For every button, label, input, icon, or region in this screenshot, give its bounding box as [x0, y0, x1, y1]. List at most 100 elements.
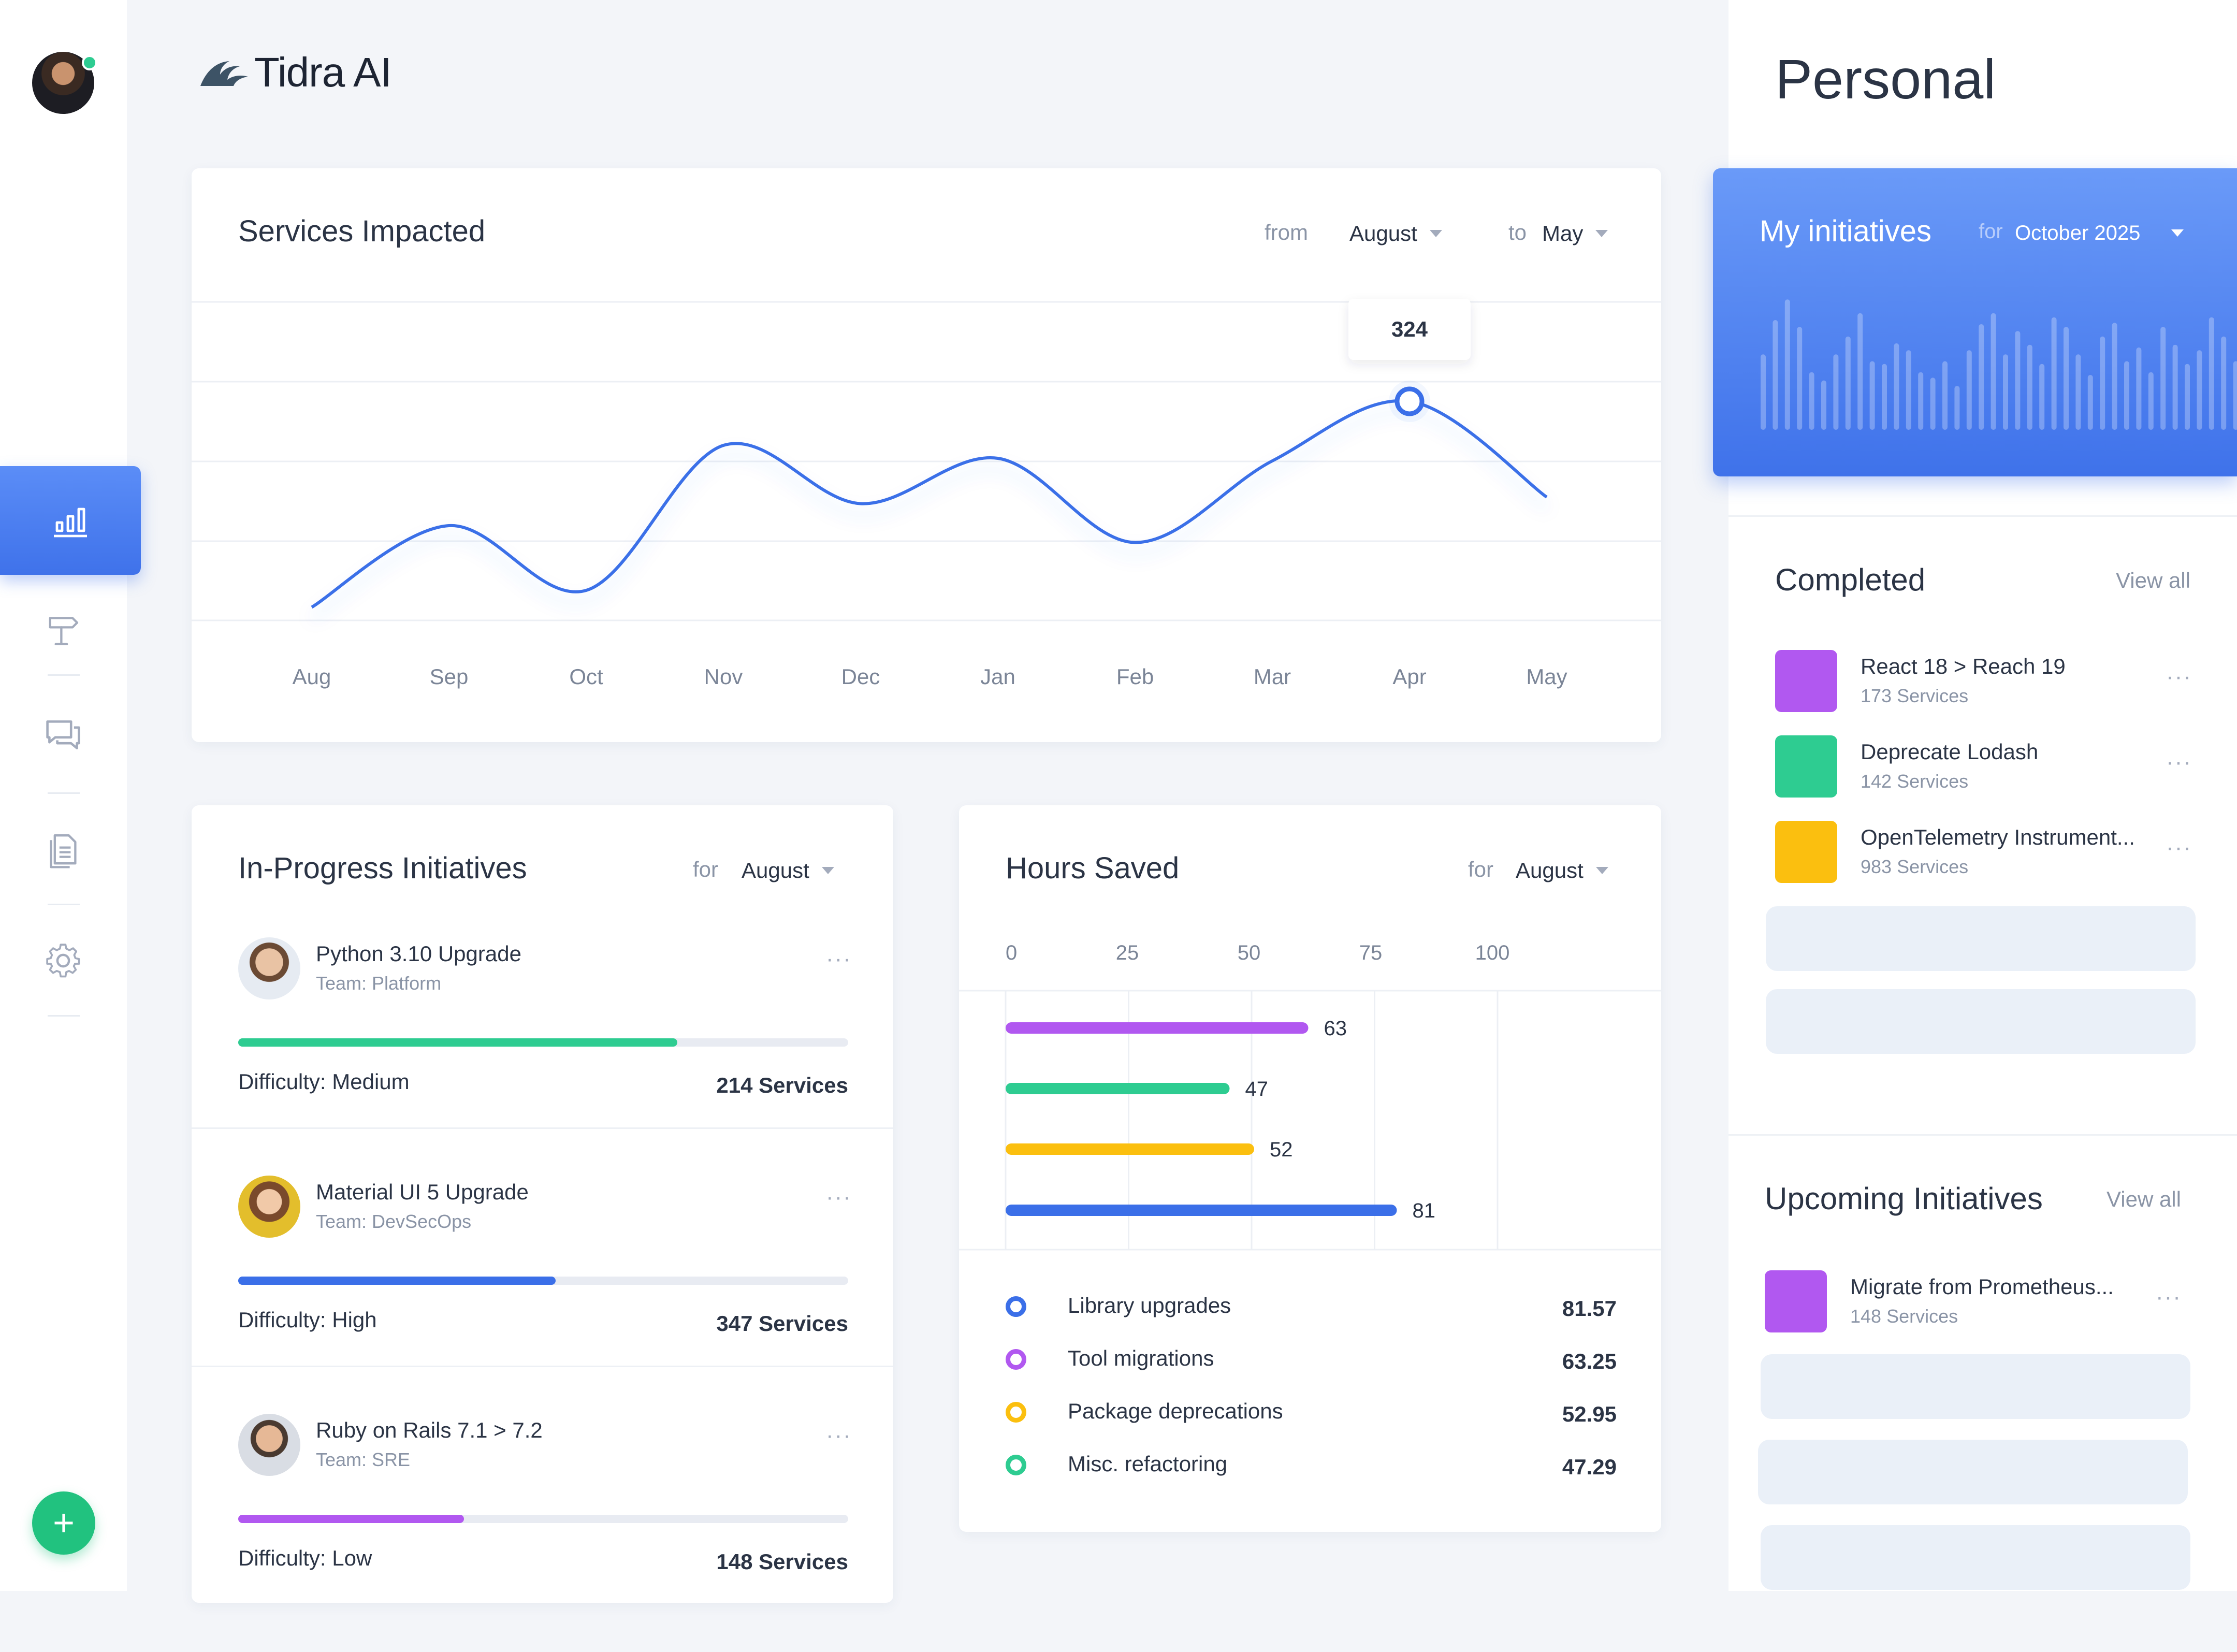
initiative-services-count: 347 Services	[716, 1311, 848, 1336]
legend-value: 63.25	[1562, 1349, 1617, 1373]
bar-value-label: 47	[1245, 1078, 1269, 1100]
bar-value-label: 63	[1324, 1017, 1347, 1040]
spark-bar	[2221, 336, 2227, 430]
hours-bar[interactable]	[1006, 1143, 1254, 1155]
initiative-services-count: 148 Services	[716, 1549, 848, 1574]
more-options-icon[interactable]: ···	[2166, 835, 2192, 860]
month-tick-label: Oct	[569, 664, 603, 689]
my-initiatives-card[interactable]: My initiatives for October 2025	[1713, 168, 2237, 476]
initiative-name: Migrate from Prometheus...	[1850, 1274, 2114, 1299]
services-impacted-card: Services Impacted from August to May 324…	[192, 168, 1661, 742]
plus-icon: +	[52, 1502, 75, 1544]
progress-fill	[238, 1277, 556, 1285]
initiative-name: Material UI 5 Upgrade	[316, 1180, 529, 1204]
spark-bar	[1906, 350, 1911, 430]
spark-bar	[2209, 317, 2214, 430]
spark-bar	[2087, 375, 2093, 430]
spark-bar	[2100, 336, 2105, 430]
bar-value-label: 52	[1270, 1138, 1293, 1161]
progress-fill	[238, 1038, 678, 1047]
initiative-difficulty: Difficulty: High	[238, 1308, 377, 1332]
hours-month-select[interactable]: August	[1516, 855, 1608, 886]
add-button[interactable]: +	[32, 1491, 95, 1555]
to-label: to	[1508, 220, 1527, 244]
completed-title: Completed	[1775, 562, 1926, 597]
spark-bar	[2233, 361, 2237, 430]
completed-item[interactable]: React 18 > Reach 19 173 Services ···	[1775, 650, 2237, 717]
initiative-item[interactable]: Ruby on Rails 7.1 > 7.2 Team: SRE ··· Di…	[192, 1414, 893, 1652]
spark-bar	[2185, 364, 2190, 430]
upcoming-view-all-link[interactable]: View all	[2107, 1187, 2181, 1211]
spark-bar	[1821, 380, 1826, 430]
spark-bar	[1857, 313, 1863, 430]
in-progress-month-select[interactable]: August	[742, 855, 834, 886]
more-options-icon[interactable]: ···	[826, 1423, 852, 1448]
hours-saved-title: Hours Saved	[1006, 851, 1180, 885]
spark-bar	[1966, 350, 1972, 430]
from-month-select[interactable]: August	[1349, 218, 1442, 249]
logo-text: Tidra AI	[254, 49, 392, 95]
more-options-icon[interactable]: ···	[2166, 749, 2192, 775]
completed-item[interactable]: Deprecate Lodash 142 Services ···	[1775, 735, 2237, 803]
spark-bar	[1979, 324, 1984, 430]
more-options-icon[interactable]: ···	[826, 946, 852, 972]
spark-bar	[1882, 364, 1887, 430]
legend-row: Package deprecations 52.95	[1006, 1398, 1617, 1434]
progress-track	[238, 1038, 848, 1047]
spark-bar	[2075, 354, 2081, 430]
initiative-item[interactable]: Python 3.10 Upgrade Team: Platform ··· D…	[192, 937, 893, 1176]
progress-track	[238, 1277, 848, 1285]
spark-bar	[1930, 378, 1936, 430]
initiative-team: Team: Platform	[316, 973, 442, 994]
completed-item[interactable]: OpenTelemetry Instrument... 983 Services…	[1775, 821, 2237, 888]
to-month-value: May	[1542, 221, 1584, 245]
hours-bar[interactable]	[1006, 1083, 1230, 1094]
nav-item-documents[interactable]	[42, 830, 84, 871]
spark-bar	[2112, 323, 2117, 430]
sidebar	[0, 0, 127, 1591]
legend-ring-icon	[1006, 1296, 1026, 1317]
more-options-icon[interactable]: ···	[826, 1184, 852, 1210]
nav-item-signpost[interactable]	[42, 608, 84, 650]
initiative-difficulty: Difficulty: Medium	[238, 1069, 410, 1094]
completed-view-all-link[interactable]: View all	[2116, 568, 2190, 592]
panel-divider	[1728, 1134, 2237, 1136]
legend-value: 47.29	[1562, 1455, 1617, 1479]
legend-label: Misc. refactoring	[1068, 1452, 1228, 1476]
chevron-down-icon	[2171, 229, 2184, 237]
bar-chart-ticks: 0 25 50 75 100	[1006, 941, 1509, 964]
hours-bar[interactable]	[1006, 1022, 1309, 1034]
from-label: from	[1265, 220, 1308, 244]
upcoming-item[interactable]: Migrate from Prometheus... 148 Services …	[1765, 1270, 2231, 1338]
initiative-services-count: 142 Services	[1861, 771, 1969, 792]
spark-bar	[2124, 361, 2129, 430]
document-icon	[50, 834, 77, 868]
legend-value: 52.95	[1562, 1402, 1617, 1426]
for-label: for	[1468, 857, 1494, 881]
more-options-icon[interactable]: ···	[2156, 1284, 2182, 1310]
item-divider	[192, 1127, 893, 1129]
spark-bar	[2197, 350, 2202, 430]
loading-placeholder	[1766, 906, 2196, 971]
tooltip-value: 324	[1391, 317, 1428, 341]
month-tick-label: Jan	[980, 664, 1015, 689]
spark-bar	[1773, 320, 1778, 430]
highlight-point[interactable]	[1395, 386, 1425, 416]
item-divider	[192, 1366, 893, 1367]
nav-item-dashboard[interactable]	[0, 466, 141, 575]
to-month-select[interactable]: May	[1542, 218, 1608, 249]
more-options-icon[interactable]: ···	[2166, 664, 2192, 689]
hours-bar[interactable]	[1006, 1205, 1397, 1216]
initiative-item[interactable]: Material UI 5 Upgrade Team: DevSecOps ··…	[192, 1176, 893, 1414]
for-label: for	[1979, 220, 2003, 243]
bar-tick-label: 0	[1006, 941, 1017, 964]
chevron-down-icon	[1595, 230, 1608, 237]
initiative-name: Python 3.10 Upgrade	[316, 941, 521, 966]
nav-item-chat[interactable]	[42, 715, 84, 756]
initiatives-period-select[interactable]: October 2025	[2015, 218, 2184, 249]
online-status-dot	[82, 55, 97, 70]
spark-bar	[1894, 343, 1899, 430]
nav-item-settings[interactable]	[42, 940, 84, 981]
initiative-name: React 18 > Reach 19	[1861, 654, 2066, 678]
spark-bar	[2027, 344, 2032, 430]
